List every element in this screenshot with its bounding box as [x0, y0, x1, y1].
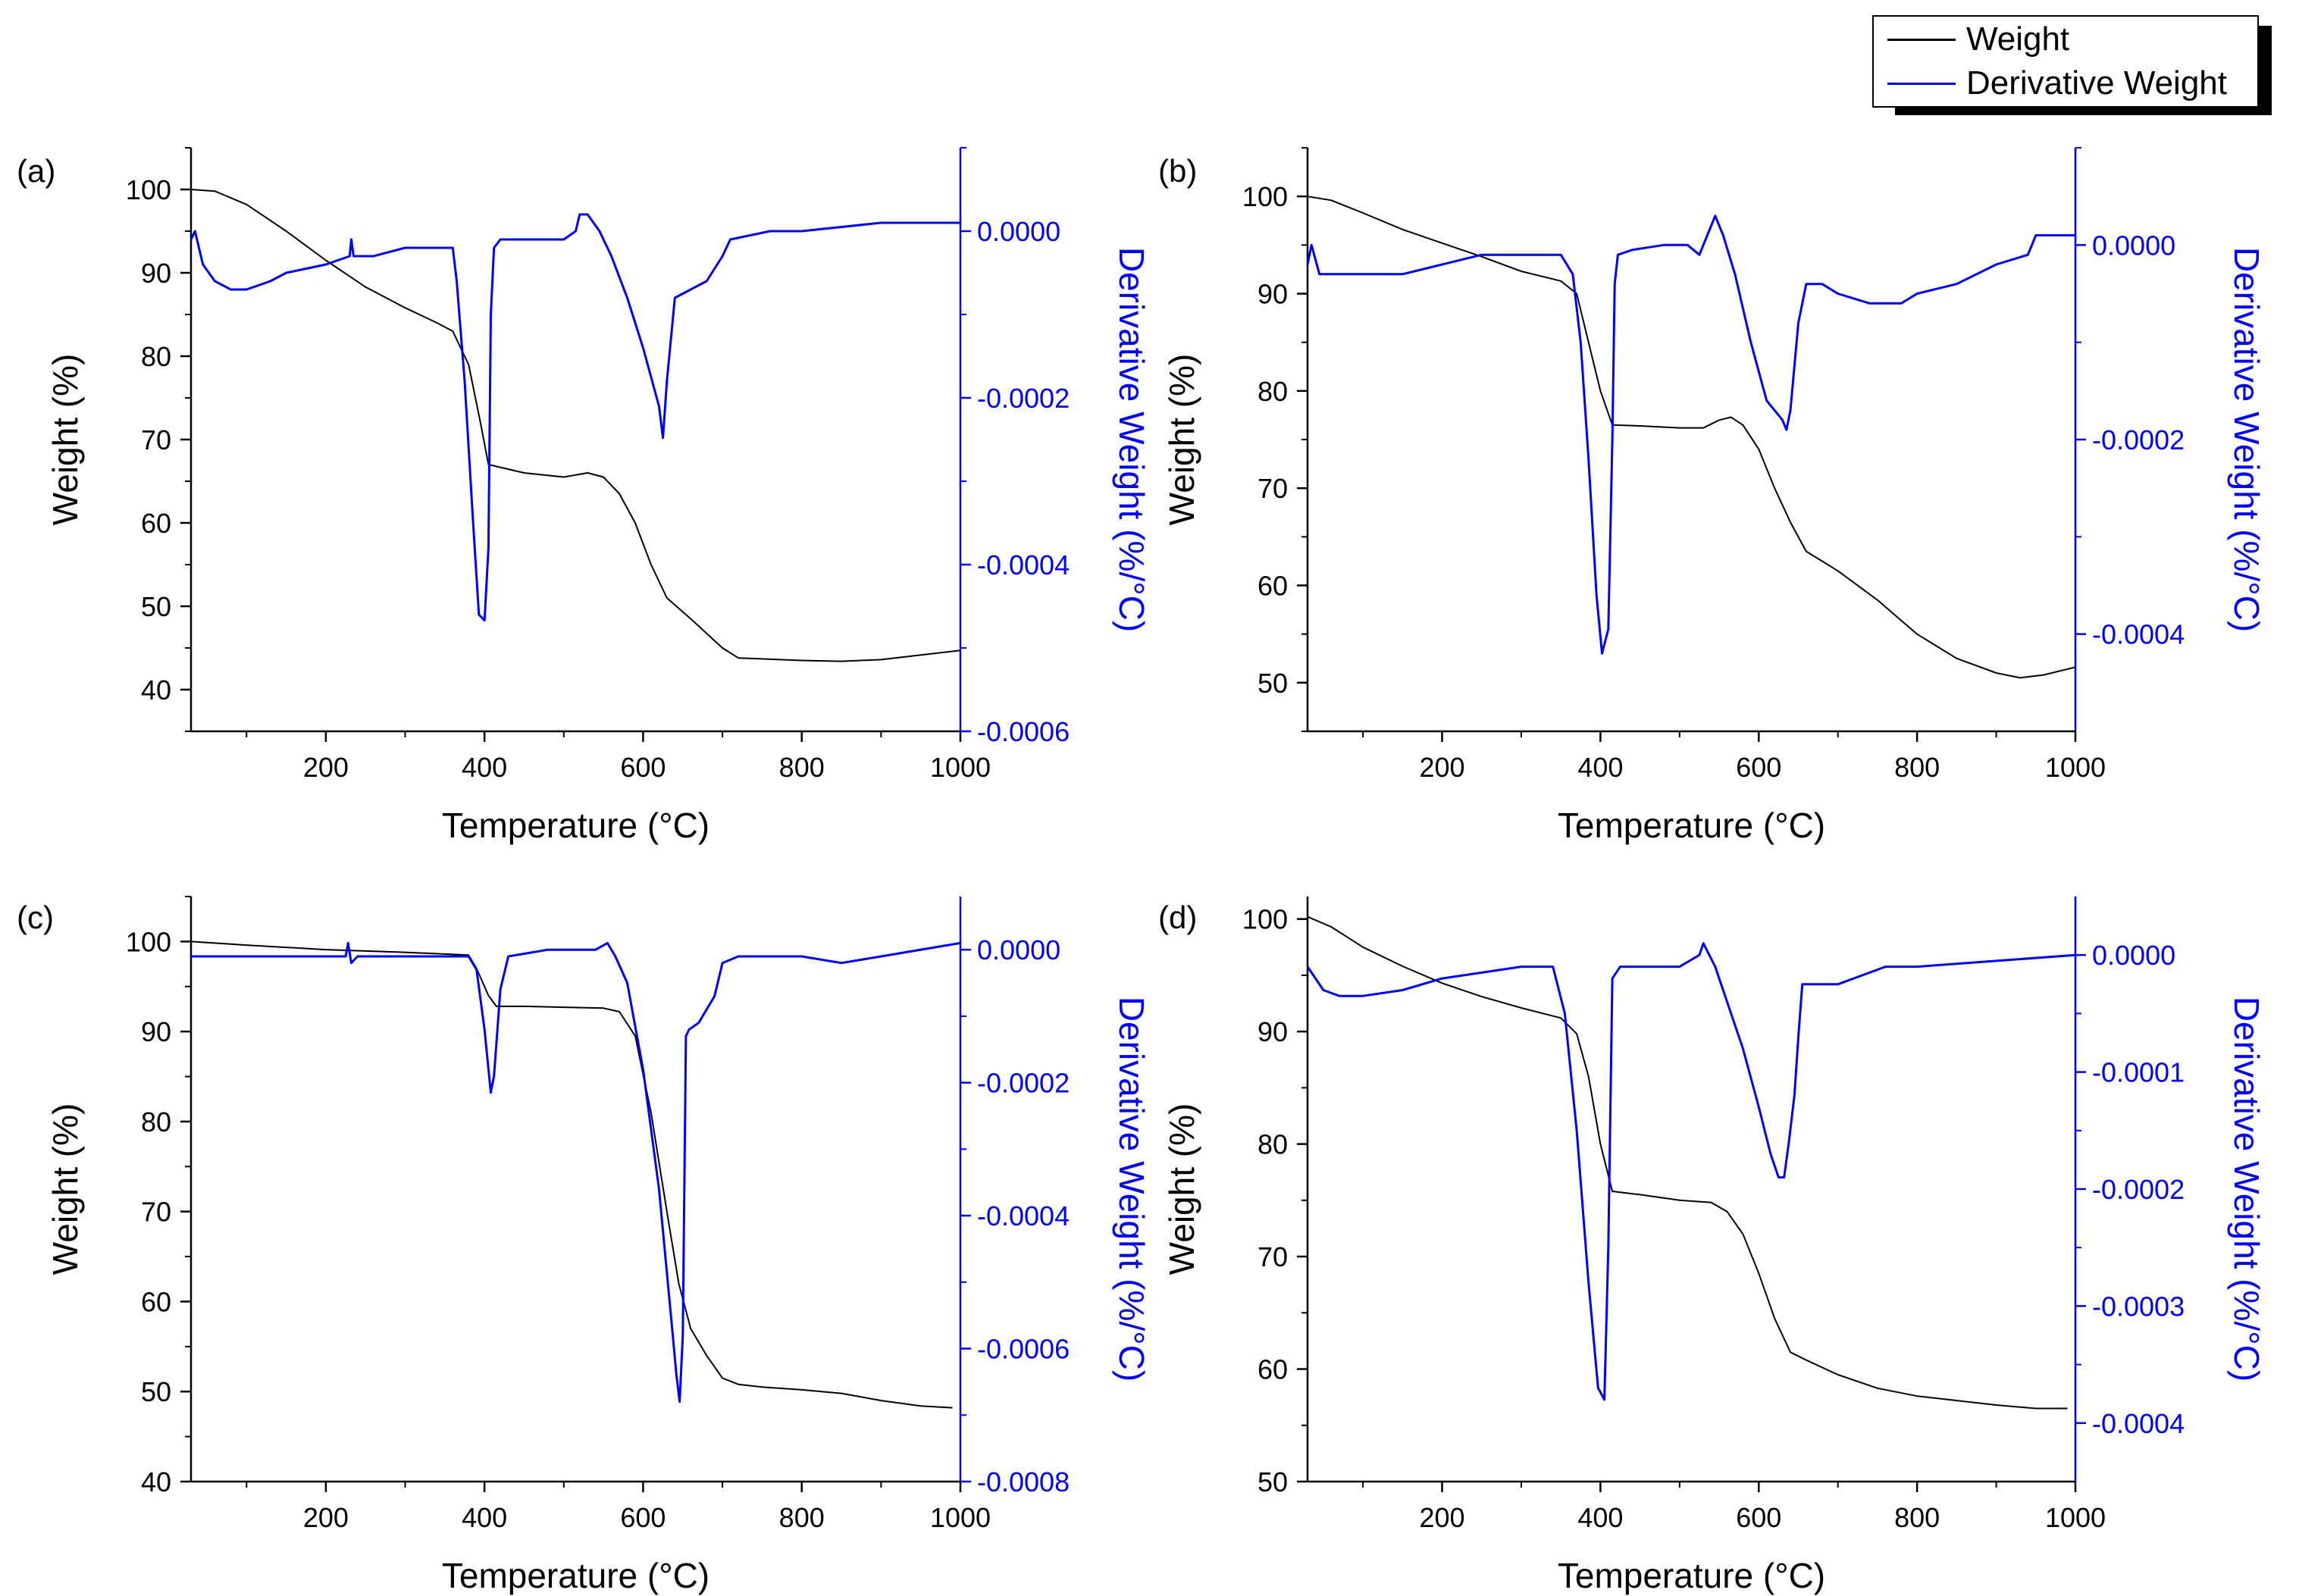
- panel-a-ylabel: Weight (%): [45, 354, 85, 526]
- panel-c-y2tick-label: -0.0004: [977, 1200, 1070, 1231]
- panel-a-ytick-label: 50: [141, 591, 171, 622]
- panel-c-ytick-label: 50: [141, 1376, 171, 1407]
- panel-a-derivative-line: [189, 213, 960, 622]
- panel-d-derivative-line: [1306, 942, 2076, 1401]
- panel-d-ytick-label: 70: [1258, 1241, 1288, 1272]
- panel-a-ytick-label: 70: [141, 424, 171, 455]
- panel-c-ytick-label: 40: [141, 1466, 171, 1497]
- panel-c-ylabel: Weight (%): [45, 1103, 85, 1275]
- panel-b-weight-line: [1307, 196, 2076, 679]
- panel-d-y2tick-label: -0.0001: [2092, 1057, 2185, 1088]
- panel-c-y2tick-label: 0.0000: [977, 934, 1060, 965]
- panel-c-y2tick-label: -0.0006: [977, 1334, 1070, 1365]
- panel-a-ytick-label: 80: [141, 341, 171, 372]
- panel-b-ytick-label: 70: [1258, 473, 1288, 504]
- panel-c-xtick-label: 800: [779, 1502, 825, 1533]
- panel-a-xtick-label: 200: [303, 752, 349, 783]
- panel-a-label: (a): [17, 153, 55, 189]
- panel-d-y2tick-label: -0.0002: [2092, 1174, 2185, 1205]
- panel-c-y2tick-label: -0.0002: [977, 1068, 1070, 1099]
- panel-a-y2tick-label: -0.0006: [977, 716, 1070, 747]
- panel-b-ytick-label: 80: [1258, 376, 1288, 407]
- panel-c-ytick-label: 80: [141, 1106, 171, 1138]
- panel-d-weight-line: [1307, 915, 2068, 1410]
- panel-b-derivative-line: [1306, 214, 2075, 655]
- panel-c-ytick-label: 100: [126, 926, 171, 957]
- panel-a-weight-line: [190, 189, 961, 662]
- panel-b-xtick-label: 800: [1894, 752, 1940, 783]
- panel-c-derivative-line: [191, 941, 961, 1404]
- panel-d-xtick-label: 1000: [2045, 1502, 2106, 1533]
- panel-d-xtick-label: 800: [1894, 1502, 1940, 1533]
- legend-label-derivative: Derivative Weight: [1966, 64, 2227, 102]
- panel-a-y2tick-label: 0.0000: [977, 216, 1060, 247]
- panel-c-y2tick-label: -0.0008: [977, 1466, 1070, 1497]
- legend-item-derivative: Derivative Weight: [1887, 62, 2227, 105]
- panel-c-ytick-label: 60: [141, 1286, 171, 1317]
- panel-d-y2label: Derivative Weight (%/°C): [2227, 997, 2266, 1382]
- panel-d-xtick-label: 600: [1736, 1502, 1781, 1533]
- panel-c-xtick-label: 600: [620, 1502, 666, 1533]
- panel-a-xlabel: Temperature (°C): [442, 806, 709, 845]
- panel-a-ytick-label: 100: [126, 174, 171, 205]
- panel-c-y2label: Derivative Weight (%/°C): [1112, 997, 1151, 1382]
- panel-d-label: (d): [1158, 900, 1197, 935]
- panel-c-xtick-label: 200: [303, 1502, 349, 1533]
- legend: Weight Derivative Weight: [1872, 15, 2272, 115]
- panel-b-ylabel: Weight (%): [1162, 354, 1201, 526]
- panel-b-ytick-label: 100: [1242, 181, 1288, 212]
- panel-d-ytick-label: 60: [1258, 1354, 1288, 1385]
- panel-c-xlabel: Temperature (°C): [442, 1556, 709, 1595]
- panel-b-y2label: Derivative Weight (%/°C): [2227, 247, 2266, 632]
- panel-b-ytick-label: 60: [1258, 571, 1288, 602]
- panel-d-xtick-label: 400: [1577, 1502, 1623, 1533]
- panel-b-ytick-label: 50: [1258, 668, 1288, 699]
- panel-d-ytick-label: 100: [1242, 904, 1288, 935]
- panel-a-xtick-label: 600: [620, 752, 666, 783]
- panel-a-y2label: Derivative Weight (%/°C): [1112, 247, 1151, 632]
- panel-a-xtick-label: 1000: [930, 752, 991, 783]
- legend-label-weight: Weight: [1966, 20, 2070, 58]
- panel-c-xtick-label: 1000: [930, 1502, 991, 1533]
- legend-item-weight: Weight: [1887, 18, 2069, 61]
- panel-d-ylabel: Weight (%): [1162, 1103, 1201, 1275]
- panel-c-weight-line: [190, 940, 953, 1409]
- panel-d-ytick-label: 50: [1258, 1466, 1288, 1497]
- panel-b-y2tick-label: 0.0000: [2092, 230, 2175, 261]
- panel-a-ytick-label: 90: [141, 258, 171, 289]
- panel-c-ytick-label: 70: [141, 1197, 171, 1228]
- panel-d-y2tick-label: -0.0003: [2092, 1291, 2185, 1322]
- panel-a-y2tick-label: -0.0004: [977, 549, 1070, 581]
- panel-b-xtick-label: 600: [1736, 752, 1781, 783]
- panel-b-xtick-label: 400: [1577, 752, 1623, 783]
- panel-b-label: (b): [1158, 153, 1197, 189]
- panel-a-y2tick-label: -0.0002: [977, 383, 1070, 414]
- panel-a-ytick-label: 40: [141, 674, 171, 706]
- panel-c-xtick-label: 400: [462, 1502, 507, 1533]
- panel-d-xtick-label: 200: [1419, 1502, 1464, 1533]
- panel-b-xlabel: Temperature (°C): [1558, 806, 1825, 845]
- legend-frame: Weight Derivative Weight: [1872, 15, 2259, 108]
- panel-b-y2tick-label: -0.0004: [2092, 619, 2185, 650]
- panel-b-ytick-label: 90: [1258, 279, 1288, 310]
- panel-c-ytick-label: 90: [141, 1016, 171, 1047]
- panel-a-xtick-label: 800: [779, 752, 825, 783]
- legend-swatch-weight: [1887, 38, 1956, 41]
- panel-b-xtick-label: 200: [1419, 752, 1464, 783]
- panel-d-ytick-label: 90: [1258, 1016, 1288, 1047]
- legend-swatch-derivative: [1887, 82, 1956, 85]
- panel-a-ytick-label: 60: [141, 508, 171, 539]
- panel-b-y2tick-label: -0.0002: [2092, 424, 2185, 455]
- panel-d-xlabel: Temperature (°C): [1558, 1556, 1825, 1595]
- panel-d-y2tick-label: -0.0004: [2092, 1408, 2185, 1439]
- panel-a-xtick-label: 400: [462, 752, 507, 783]
- panel-d-ytick-label: 80: [1258, 1129, 1288, 1160]
- panel-d-y2tick-label: 0.0000: [2092, 940, 2175, 971]
- panel-c-label: (c): [17, 900, 54, 935]
- panel-b-xtick-label: 1000: [2045, 752, 2106, 783]
